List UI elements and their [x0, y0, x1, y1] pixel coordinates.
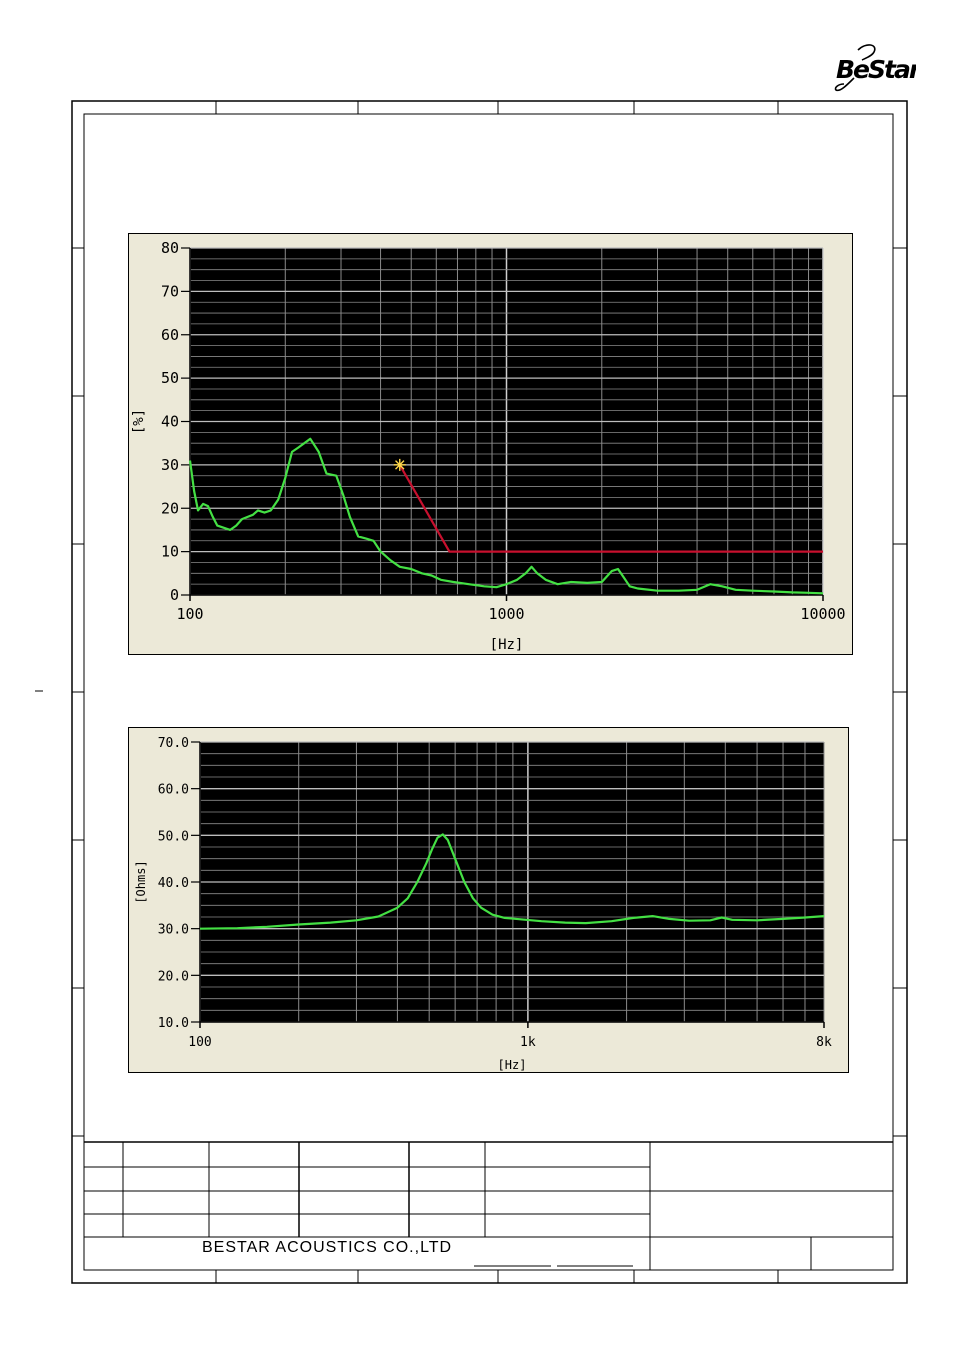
thd-marker-stroke [395, 460, 405, 470]
imp-x-tick-label: 100 [188, 1035, 211, 1050]
imp-x-tick-label: 8k [816, 1035, 832, 1050]
thd-y-tick-label: 50 [161, 369, 179, 387]
thd-x-tick-label: 100 [176, 605, 203, 623]
imp-y-axis-label: [Ohms] [134, 860, 148, 903]
thd-x-tick-label: 1000 [488, 605, 524, 623]
imp-y-tick-label: 60.0 [158, 783, 189, 798]
imp-x-tick-label: 1k [520, 1035, 536, 1050]
thd-y-tick-label: 40 [161, 413, 179, 431]
thd-limit-marker [393, 458, 406, 471]
thd-y-tick-label: 20 [161, 499, 179, 517]
thd-x-tick-label: 10000 [800, 605, 845, 623]
thd-series-limit [398, 464, 823, 553]
impedance-chart-panel: 10.0 20.0 30.0 40.0 50.0 60.0 70.0 100 1k 8k [Hz] [… [128, 727, 849, 1073]
imp-x-axis-label: [Hz] [498, 1058, 527, 1072]
imp-y-tick-label: 50.0 [158, 829, 189, 844]
imp-y-tick-label: 20.0 [158, 969, 189, 984]
thd-y-tick-label: 60 [161, 326, 179, 344]
imp-y-tick-label: 70.0 [158, 736, 189, 751]
thd-chart: 0 10 20 30 40 50 60 70 80 100 1000 10000 [Hz] [%] [131, 239, 846, 653]
thd-series-measured [188, 437, 824, 595]
thd-y-axis-label: [%] [131, 409, 147, 434]
imp-y-tick-label: 40.0 [158, 876, 189, 891]
thd-y-tick-label: 30 [161, 456, 179, 474]
thd-chart-panel: 0 10 20 30 40 50 60 70 80 100 1000 10000 [Hz] [%] [128, 233, 853, 655]
logo-text: BeStar [836, 55, 916, 84]
company-name: BESTAR ACOUSTICS CO.,LTD [202, 1239, 453, 1256]
thd-y-tick-label: 70 [161, 282, 179, 300]
imp-y-tick-label: 30.0 [158, 923, 189, 938]
imp-series-impedance [199, 833, 825, 930]
thd-y-tick-label: 0 [170, 586, 179, 604]
thd-y-tick-label: 10 [161, 543, 179, 561]
bestar-logo: BeStar [834, 44, 916, 92]
impedance-chart: 10.0 20.0 30.0 40.0 50.0 60.0 70.0 100 1k 8k [Hz] [… [134, 736, 832, 1072]
thd-x-axis-label: [Hz] [490, 637, 524, 653]
thd-y-tick-label: 80 [161, 239, 179, 257]
imp-y-tick-label: 10.0 [158, 1016, 189, 1031]
imp-grid-horizontal [200, 741, 824, 1023]
